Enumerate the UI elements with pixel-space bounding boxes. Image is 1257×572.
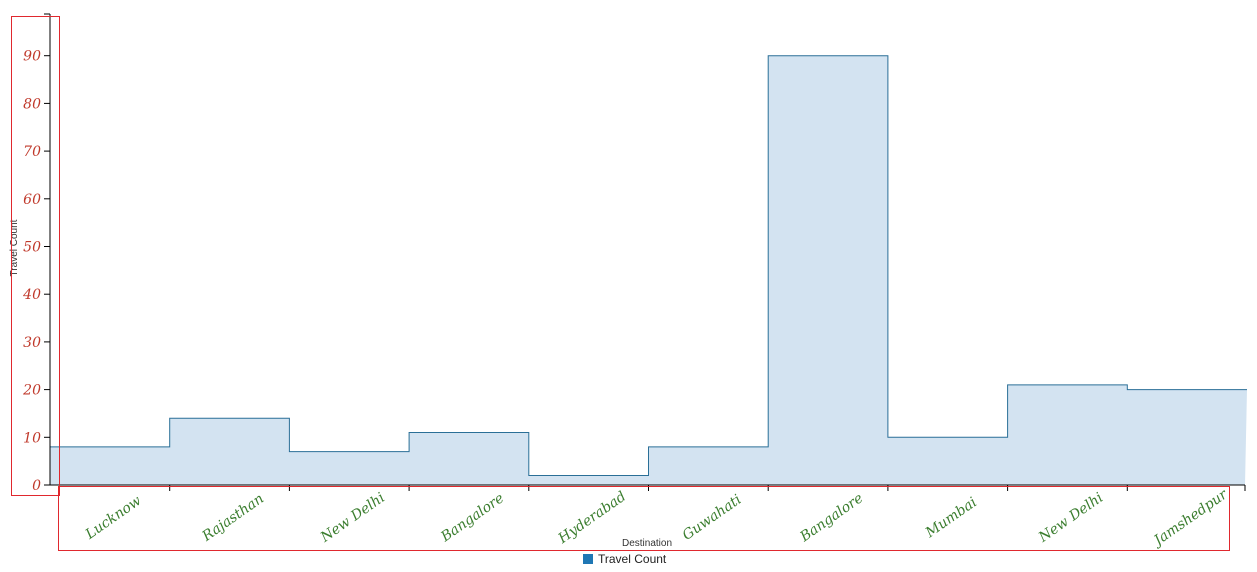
y-axis-ticks: 0 10 20 30 40 50 60 70 80 90 (22, 13, 50, 494)
y-tick-label: 0 (32, 478, 41, 494)
y-tick-label: 10 (23, 430, 41, 446)
x-tick-label: New Delhi (1035, 490, 1106, 546)
y-tick-label: 60 (23, 192, 41, 208)
x-tick-label: Guwahati (680, 492, 745, 544)
y-axis-title: Travel Count (9, 219, 20, 276)
series-area-travel-count (50, 55, 1247, 485)
y-tick-label: 90 (23, 49, 41, 65)
y-tick-label: 40 (22, 287, 41, 303)
y-tick-label: 30 (23, 335, 41, 351)
y-tick-label: 50 (23, 240, 41, 256)
legend: Travel Count (583, 552, 666, 566)
x-axis-title: Destination (622, 538, 672, 549)
x-tick-label: Hyderabad (555, 489, 629, 548)
x-tick-label: Bangalore (437, 490, 507, 545)
y-tick-label: 80 (23, 96, 41, 112)
y-axis-highlight-box (11, 16, 60, 496)
legend-swatch (583, 554, 593, 564)
x-tick-label: Lucknow (82, 493, 144, 543)
x-axis-highlight-box (58, 486, 1230, 551)
y-tick-label: 20 (22, 383, 41, 399)
x-tick-label: Mumbai (922, 494, 980, 541)
x-tick-label: Jamshedpur (1149, 486, 1232, 551)
legend-label: Travel Count (598, 552, 667, 566)
series-line-travel-count (50, 55, 1247, 476)
x-tick-label: New Delhi (317, 490, 388, 546)
y-tick-label: 70 (23, 144, 41, 160)
x-tick-label: Rajasthan (199, 491, 267, 545)
x-tick-label: Bangalore (796, 490, 866, 545)
